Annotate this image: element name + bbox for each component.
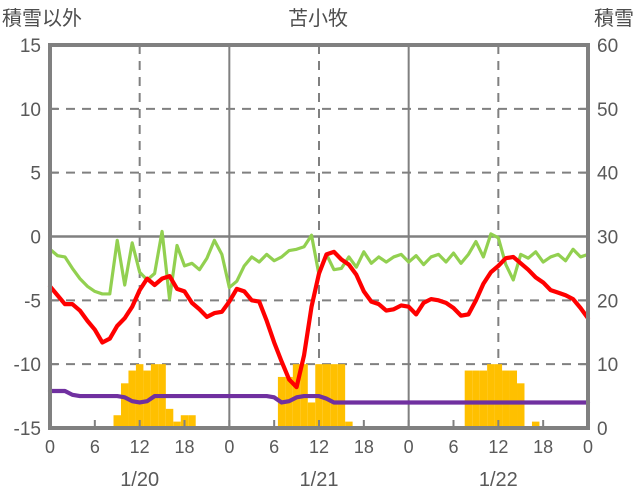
x-axis-date-labels: 1/20 1/21 1/22 xyxy=(120,469,518,491)
snow-depth-bar xyxy=(120,383,129,428)
x-tick-label: 12 xyxy=(488,437,508,457)
y-tick-label: -15 xyxy=(14,419,41,440)
snow-depth-bar xyxy=(135,364,144,428)
y2-tick-label: 50 xyxy=(597,100,618,121)
snow-depth-bar xyxy=(494,364,503,428)
snow-depth-bar xyxy=(307,402,316,428)
y2-tick-label: 0 xyxy=(597,419,608,440)
snow-depth-bar xyxy=(165,408,174,428)
snow-depth-bar xyxy=(173,421,181,428)
y2-tick-label: 60 xyxy=(597,36,618,57)
snow-depth-bar xyxy=(479,370,488,428)
x-tick-label: 18 xyxy=(354,437,374,457)
snow-depth-bar xyxy=(330,364,338,428)
snow-depth-bar xyxy=(464,370,473,428)
x-tick-label: 0 xyxy=(45,437,55,457)
y-axis-right-ticks: 60 50 40 30 20 10 0 xyxy=(580,36,618,440)
y-tick-label: -5 xyxy=(24,291,41,312)
y-tick-label: -10 xyxy=(14,355,41,376)
snow-depth-bar xyxy=(509,370,518,428)
y2-tick-label: 20 xyxy=(597,291,618,312)
x-tick-label: 12 xyxy=(309,437,329,457)
x-tick-label: 0 xyxy=(404,437,414,457)
y-axis-left-ticks: 15 10 5 0 -5 -10 -15 xyxy=(14,36,58,440)
series-lines xyxy=(47,229,591,405)
y2-tick-label: 10 xyxy=(597,355,618,376)
x-axis-hour-ticks: 0 6 12 18 0 6 12 18 0 6 12 18 0 xyxy=(45,420,593,457)
snow-depth-bar xyxy=(188,415,196,428)
snow-depth-bar xyxy=(472,370,480,428)
y2-tick-label: 40 xyxy=(597,164,618,185)
x-tick-label: 18 xyxy=(174,437,194,457)
snow-depth-bar xyxy=(531,421,540,428)
y-tick-label: 10 xyxy=(20,100,41,121)
x-tick-label: 6 xyxy=(448,437,458,457)
x-tick-label: 6 xyxy=(90,437,100,457)
series-line xyxy=(47,388,591,405)
snow-depth-bar xyxy=(487,364,495,428)
snow-depth-bar xyxy=(322,364,331,428)
x-date-label: 1/20 xyxy=(120,469,159,491)
x-tick-label: 12 xyxy=(130,437,150,457)
x-tick-label: 18 xyxy=(533,437,553,457)
snow-depth-bar xyxy=(345,421,353,428)
right-axis-title: 積雪 xyxy=(594,8,634,30)
y-tick-label: 15 xyxy=(20,36,41,57)
y-tick-label: 0 xyxy=(30,228,41,249)
snow-depth-bar xyxy=(337,364,346,428)
snow-depth-bar xyxy=(113,415,121,428)
y2-tick-label: 30 xyxy=(597,228,618,249)
x-tick-label: 0 xyxy=(583,437,593,457)
snow-depth-bar xyxy=(502,370,510,428)
y-tick-label: 5 xyxy=(30,164,41,185)
chart-title: 苫小牧 xyxy=(288,8,348,30)
snow-depth-bar xyxy=(517,383,525,428)
x-date-label: 1/21 xyxy=(300,469,339,491)
x-date-label: 1/22 xyxy=(479,469,518,491)
x-tick-label: 6 xyxy=(269,437,279,457)
x-tick-label: 0 xyxy=(224,437,234,457)
series-line xyxy=(47,249,591,390)
left-axis-title: 積雪以外 xyxy=(2,8,82,30)
